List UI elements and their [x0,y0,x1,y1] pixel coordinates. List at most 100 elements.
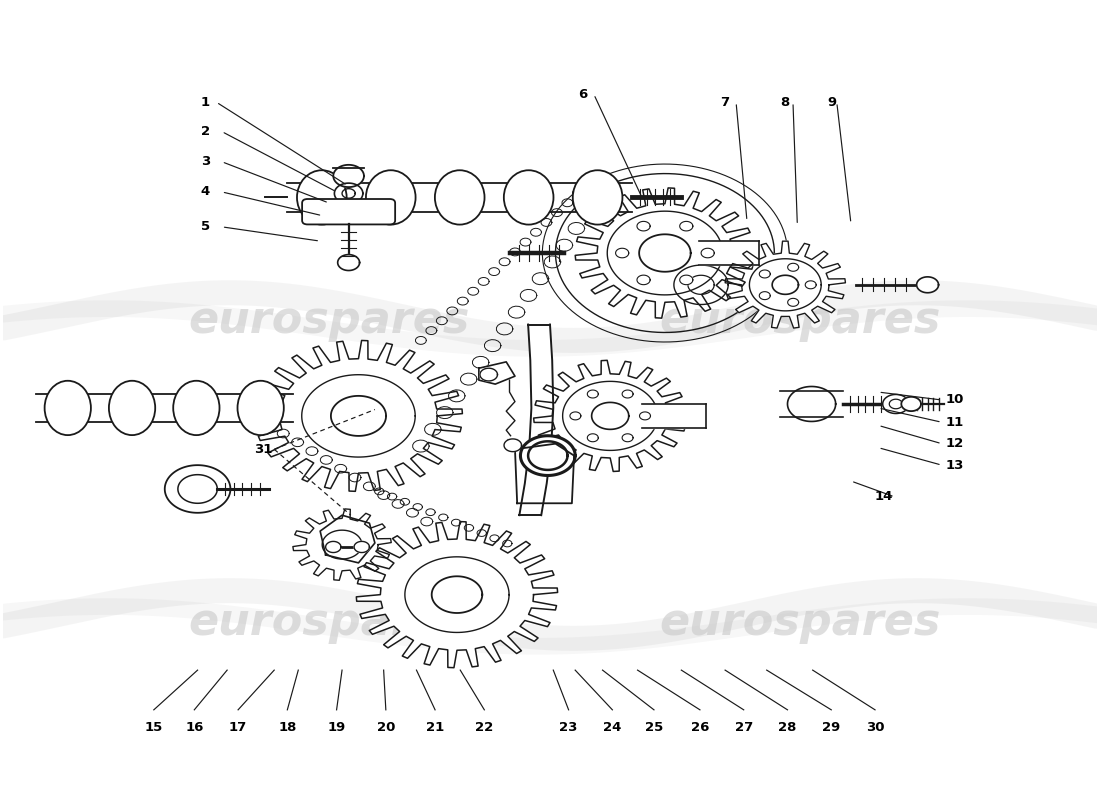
Polygon shape [331,396,386,436]
Text: 6: 6 [579,88,587,101]
Text: 11: 11 [946,416,964,429]
Polygon shape [805,281,816,289]
Text: eurospares: eurospares [659,299,940,342]
Text: 17: 17 [229,721,248,734]
Polygon shape [301,374,415,457]
Polygon shape [688,275,714,294]
Text: 18: 18 [278,721,297,734]
Polygon shape [788,298,799,306]
Text: 29: 29 [822,721,840,734]
Ellipse shape [573,170,623,225]
Polygon shape [478,362,515,384]
Polygon shape [637,275,650,285]
Polygon shape [293,509,392,580]
Polygon shape [759,270,770,278]
Text: 22: 22 [475,721,494,734]
Polygon shape [680,222,693,231]
Text: 20: 20 [376,721,395,734]
Text: 12: 12 [946,437,964,450]
Text: eurospares: eurospares [189,299,470,342]
Polygon shape [356,522,558,668]
Polygon shape [534,360,686,471]
Ellipse shape [366,170,416,225]
Text: 3: 3 [200,155,210,168]
Polygon shape [520,436,575,475]
Polygon shape [623,434,634,442]
Text: 23: 23 [560,721,578,734]
Polygon shape [749,258,822,311]
Polygon shape [788,386,836,422]
Text: 13: 13 [946,458,964,472]
Text: 28: 28 [779,721,796,734]
Text: 10: 10 [946,394,964,406]
Text: 24: 24 [603,721,622,734]
Polygon shape [780,391,844,417]
Polygon shape [701,248,714,258]
Polygon shape [322,530,362,559]
Text: 25: 25 [645,721,663,734]
Polygon shape [759,292,770,300]
Polygon shape [882,394,909,414]
Polygon shape [607,211,723,295]
Polygon shape [515,444,574,503]
Ellipse shape [173,381,220,435]
Text: 19: 19 [328,721,345,734]
Polygon shape [405,557,509,633]
Polygon shape [889,399,902,409]
Polygon shape [165,465,230,513]
Polygon shape [320,515,375,563]
Polygon shape [592,402,629,430]
Polygon shape [916,277,938,293]
Polygon shape [698,241,759,266]
Polygon shape [772,275,799,294]
Polygon shape [639,234,691,272]
Polygon shape [354,542,370,553]
Text: 16: 16 [185,721,204,734]
Polygon shape [642,404,705,428]
Text: 1: 1 [200,95,210,109]
Ellipse shape [434,170,484,225]
Polygon shape [616,248,629,258]
Text: 5: 5 [200,220,210,234]
Text: 2: 2 [200,125,210,138]
FancyBboxPatch shape [302,199,395,225]
Text: 7: 7 [720,95,729,109]
Text: 9: 9 [828,95,837,109]
Text: 27: 27 [735,721,752,734]
Polygon shape [570,412,581,420]
Text: 26: 26 [691,721,710,734]
Ellipse shape [238,381,284,435]
Text: eurospares: eurospares [189,601,470,644]
Text: 8: 8 [781,95,790,109]
Ellipse shape [297,170,346,225]
Ellipse shape [109,381,155,435]
Polygon shape [504,439,521,452]
Polygon shape [680,275,693,285]
Polygon shape [587,390,598,398]
Text: 30: 30 [866,721,884,734]
Polygon shape [254,341,462,491]
Polygon shape [637,222,650,231]
Ellipse shape [504,170,553,225]
Polygon shape [562,382,658,450]
Polygon shape [178,474,218,503]
Text: eurospares: eurospares [659,601,940,644]
Polygon shape [333,165,364,187]
Text: 31: 31 [254,442,273,456]
Polygon shape [342,189,355,198]
Polygon shape [338,254,360,270]
Polygon shape [334,183,363,204]
Polygon shape [788,263,799,271]
Text: 4: 4 [200,186,210,198]
Ellipse shape [45,381,91,435]
Text: 15: 15 [145,721,163,734]
Polygon shape [639,412,650,420]
Text: 21: 21 [426,721,444,734]
Text: 14: 14 [874,490,893,503]
Polygon shape [623,390,634,398]
Polygon shape [587,434,598,442]
Polygon shape [326,542,341,553]
Polygon shape [725,241,846,328]
Polygon shape [431,576,482,613]
Polygon shape [674,265,728,305]
